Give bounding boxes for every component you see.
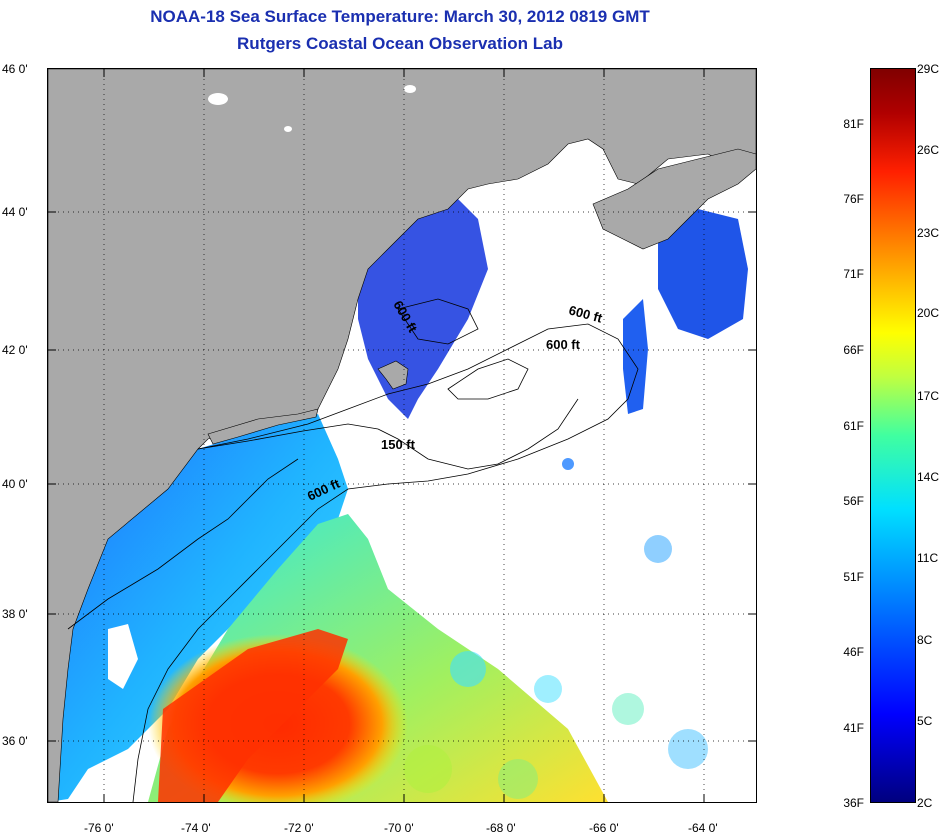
colorbar-c-8: 8C: [917, 633, 933, 647]
shelf-break-water: [623, 299, 648, 414]
chesapeake-cloud: [108, 624, 138, 689]
page-title: NOAA-18 Sea Surface Temperature: March 3…: [150, 7, 650, 26]
land-nova-scotia: [592, 148, 756, 250]
colorbar-f-41: 41F: [843, 721, 864, 735]
colorbar-f-61: 61F: [843, 419, 864, 433]
colorbar-c-17: 17C: [917, 389, 940, 403]
colorbar-f-56: 56F: [843, 494, 864, 508]
lon-label-74: -74 0': [181, 821, 211, 835]
colorbar-c-20: 20C: [917, 306, 940, 320]
grid-lines: [48, 69, 756, 802]
lat-label-42: 42 0': [2, 343, 28, 357]
inland-lakes: [208, 85, 416, 132]
colorbar-c-29: 29C: [917, 62, 940, 76]
colorbar-c-11: 11C: [917, 551, 939, 565]
shelf-water: [48, 414, 348, 802]
lon-label-76: -76 0': [84, 821, 114, 835]
colorbar-f-51: 51F: [843, 570, 864, 584]
page-subtitle: Rutgers Coastal Ocean Observation Lab: [237, 34, 563, 53]
colorbar-f-76: 76F: [843, 192, 864, 206]
lat-label-40: 40 0': [2, 477, 28, 491]
bathymetry-contours: [67, 298, 639, 802]
colorbar-c-14: 14C: [917, 470, 940, 484]
land-cape-cod: [377, 360, 409, 390]
lat-label-38: 38 0': [2, 607, 28, 621]
colorbar-f-66: 66F: [843, 343, 864, 357]
lat-label-36: 36 0': [2, 734, 28, 748]
colorbar-c-26: 26C: [917, 143, 940, 157]
scotian-shelf-water: [658, 209, 748, 339]
lon-label-72: -72 0': [284, 821, 314, 835]
land-long-island: [207, 408, 319, 445]
lon-label-70: -70 0': [384, 821, 414, 835]
lon-label-64: -64 0': [688, 821, 718, 835]
axis-ticks: [48, 69, 756, 802]
temperature-colorbar: [870, 68, 916, 803]
lat-label-46: 46 0': [2, 62, 28, 76]
offshore-patches: [404, 458, 708, 799]
sst-map[interactable]: 600 ft 600 ft 600 ft 150 ft 600 ft: [47, 68, 757, 803]
lon-label-68: -68 0': [486, 821, 516, 835]
contour-label-150ft: 150 ft: [381, 437, 416, 452]
lat-label-44: 44 0': [2, 205, 28, 219]
gulf-stream-core: [158, 629, 348, 802]
colorbar-f-46: 46F: [843, 645, 864, 659]
contour-label-georges-south: 600 ft: [546, 337, 581, 352]
sst-map-svg: 600 ft 600 ft 600 ft 150 ft 600 ft: [48, 69, 756, 802]
lon-label-66: -66 0': [589, 821, 619, 835]
colorbar-f-71: 71F: [843, 267, 864, 281]
colorbar-c-23: 23C: [917, 226, 940, 240]
colorbar-f-36: 36F: [843, 796, 864, 810]
colorbar-f-81: 81F: [843, 117, 864, 131]
colorbar-c-2: 2C: [917, 796, 933, 810]
colorbar-c-5: 5C: [917, 714, 933, 728]
